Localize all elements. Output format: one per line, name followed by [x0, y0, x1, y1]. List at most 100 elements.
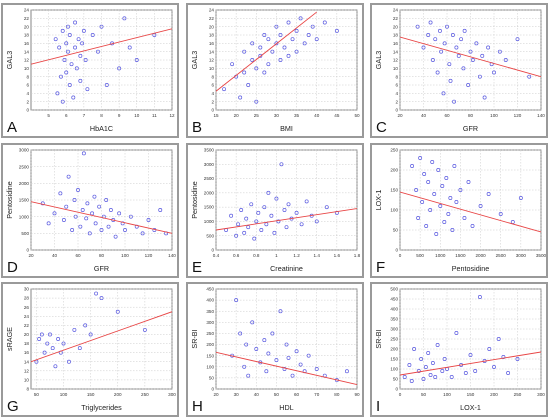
data-point: [90, 33, 95, 37]
scatter-plot-f: 0 500 1000 1500 2000 2500 3000 3500 0 50 100 150 200…: [374, 148, 546, 273]
x-tick-label: 1.8: [354, 253, 361, 258]
y-tick-label: 100: [206, 364, 214, 369]
panel-d: 20 40 60 80 100 120 140 0 500 1000 1500 2000 2500 300…: [1, 143, 179, 278]
data-point: [234, 233, 239, 238]
data-point: [492, 365, 496, 369]
data-point: [461, 66, 466, 71]
y-tick-label: 4: [26, 91, 29, 96]
data-point: [420, 200, 425, 204]
x-axis-label: LOX-1: [460, 403, 481, 412]
data-point: [93, 221, 98, 226]
data-point: [310, 24, 315, 29]
data-point: [527, 74, 532, 79]
data-point: [448, 196, 453, 200]
data-point: [262, 33, 267, 37]
data-point: [62, 58, 67, 62]
y-tick-label: 0: [211, 387, 214, 392]
data-point: [242, 70, 247, 75]
data-point: [140, 231, 145, 236]
data-point: [324, 205, 329, 210]
data-point: [450, 33, 455, 37]
data-point: [440, 184, 445, 188]
data-point: [515, 357, 520, 361]
data-point: [450, 228, 455, 232]
data-point: [270, 49, 275, 54]
x-tick-label: 1.6: [334, 253, 341, 258]
data-point: [415, 24, 420, 29]
x-tick-label: 50: [274, 392, 280, 397]
data-point: [134, 58, 139, 62]
data-point: [322, 20, 327, 25]
data-point: [299, 222, 304, 227]
y-tick-label: 250: [390, 337, 398, 342]
x-tick-label: 100: [443, 392, 451, 397]
x-tick-label: 250: [141, 392, 149, 397]
data-point: [278, 309, 283, 314]
data-point: [474, 41, 479, 46]
data-point: [60, 28, 65, 33]
x-tick-label: 80: [99, 253, 105, 258]
data-point: [142, 327, 147, 332]
data-point: [258, 53, 263, 58]
x-tick-label: 40: [254, 392, 260, 397]
data-point: [266, 351, 271, 356]
x-tick-label: 100: [121, 253, 129, 258]
data-point: [40, 201, 45, 206]
data-point: [466, 83, 471, 87]
data-point: [84, 216, 89, 221]
y-tick-label: 2500: [19, 164, 30, 169]
y-tick-label: 20: [209, 24, 215, 29]
data-point: [78, 78, 83, 83]
data-point: [262, 205, 267, 210]
data-point: [99, 24, 104, 29]
data-point: [242, 230, 247, 235]
data-point: [61, 341, 66, 346]
data-point: [244, 342, 249, 347]
scatter-plot-c: 20 40 60 80 100 120 140024681012141618202224GF…: [374, 8, 545, 133]
y-axis-label: GAL3: [374, 51, 383, 69]
data-point: [236, 222, 241, 227]
data-point: [64, 70, 69, 75]
data-point: [72, 198, 77, 202]
x-tick-label: 9: [118, 113, 121, 118]
x-tick-label: 3500: [536, 253, 546, 258]
data-point: [238, 95, 243, 100]
plot-area: [215, 288, 358, 390]
trend-line: [31, 311, 172, 363]
x-axis-label: HbA1C: [90, 124, 113, 133]
scatter-plot-e: 0.4 0.6 0.8 1 1.2 1.4 1.6 1.8 0 500 1000 1500 2000 25…: [190, 148, 361, 273]
data-point: [432, 192, 437, 196]
data-point: [286, 202, 291, 207]
y-tick-label: 18: [24, 33, 30, 38]
y-tick-label: 22: [24, 16, 30, 21]
y-tick-label: 3000: [204, 162, 215, 167]
y-tick-label: 18: [24, 341, 30, 346]
data-point: [85, 201, 90, 206]
data-point: [448, 78, 453, 83]
data-point: [486, 45, 491, 50]
y-tick-label: 450: [206, 287, 214, 292]
x-tick-label: 2500: [496, 253, 507, 258]
data-point: [87, 231, 92, 236]
x-tick-label: 50: [421, 392, 427, 397]
data-point: [498, 212, 503, 216]
y-tick-label: 12: [209, 58, 215, 63]
data-point: [487, 347, 492, 351]
data-point: [430, 361, 435, 365]
data-point: [449, 375, 454, 379]
x-tick-label: 80: [468, 113, 474, 118]
data-point: [344, 369, 349, 374]
data-point: [276, 219, 281, 224]
y-tick-label: 24: [209, 8, 215, 13]
data-point: [70, 228, 75, 232]
y-tick-label: 150: [206, 353, 214, 358]
data-point: [430, 160, 435, 164]
data-point: [67, 359, 71, 364]
x-tick-label: 100: [60, 392, 68, 397]
x-tick-label: 250: [514, 392, 522, 397]
y-tick-label: 500: [21, 231, 29, 236]
x-tick-label: 30: [234, 392, 240, 397]
panel-letter-c: C: [376, 119, 387, 136]
data-point: [274, 358, 279, 363]
data-point: [58, 191, 63, 196]
